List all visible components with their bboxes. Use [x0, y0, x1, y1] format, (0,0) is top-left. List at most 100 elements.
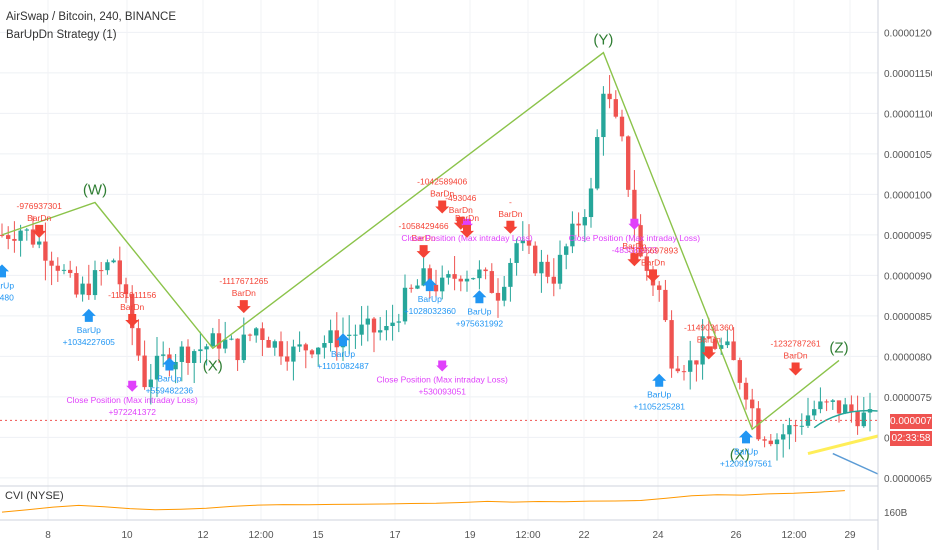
candle-body [781, 434, 786, 440]
candle-body [204, 346, 209, 350]
candle-body [489, 271, 494, 293]
signal-label: BarUp [734, 446, 758, 456]
candle-body [247, 334, 253, 336]
candle-body [508, 262, 513, 287]
projection-band [807, 434, 879, 456]
time-tick-label: 12 [197, 530, 209, 541]
wave-label: (Z) [829, 339, 848, 356]
wave-lines [0, 51, 879, 475]
signal-label: BarUp [77, 325, 101, 335]
time-tick-label: 22 [578, 530, 590, 541]
candle-body [6, 235, 11, 239]
signal-value: +972241372 [108, 407, 156, 417]
arrow-down-icon [236, 300, 251, 314]
signal-label: BarUp [467, 306, 491, 316]
candle-body [229, 338, 234, 340]
candle-body [117, 260, 122, 285]
candle-body [285, 356, 290, 362]
signal-label: BarDn [641, 257, 665, 267]
candle-body [216, 333, 222, 349]
candle-body [402, 287, 408, 322]
signal-label: BarDn [232, 288, 256, 298]
signal-label: BarUp [418, 294, 442, 304]
candle-body [737, 360, 742, 383]
candle-body [142, 355, 147, 388]
candle-body [557, 254, 563, 284]
cvi-scale-label: 160B [884, 508, 908, 519]
candle-body [154, 355, 160, 380]
candle-body [378, 330, 383, 333]
time-tick-label: 26 [730, 530, 742, 541]
candle-body [681, 371, 687, 373]
signal-value: -1058429466 [399, 221, 449, 231]
price-axis[interactable]: 0.00001200 0.00001150 0.00001100 0.00001050… [877, 0, 932, 550]
time-tick-label: 24 [652, 530, 664, 541]
arrow-down-icon [788, 362, 803, 376]
price-tick-label: 0.00000900 [884, 271, 932, 282]
arrow-up-icon [0, 264, 9, 278]
signal-value: +1101082487 [317, 361, 369, 371]
candle-body [712, 338, 718, 349]
signal-value: +1105225281 [633, 402, 685, 412]
candle-body [86, 283, 91, 296]
candle-body [68, 269, 73, 274]
candle-body [347, 334, 352, 336]
candle-body [61, 269, 67, 271]
candle-body [359, 324, 364, 335]
candle-body [657, 285, 662, 290]
candle-body [582, 217, 587, 226]
candle-body [179, 346, 184, 362]
price-axis-bg [878, 0, 932, 550]
signal-value: +1209197561 [720, 458, 773, 468]
candle-body [235, 338, 240, 361]
candle-body [49, 260, 54, 266]
candle-body [334, 330, 339, 348]
signal-label: BarUp [157, 374, 181, 384]
candle-body [396, 321, 401, 323]
strategy-signals: BarDn -976937301 BarUp 79480 BarUp +103422760… [0, 177, 821, 468]
candle-body [514, 243, 519, 263]
time-tick-label: 12:00 [781, 530, 806, 541]
candle-body [750, 399, 755, 409]
close-position-icon [126, 380, 139, 392]
signal-value: +530093051 [418, 387, 466, 397]
candle-body [173, 361, 178, 370]
candle-body [37, 241, 42, 245]
signal-label: BarDn [412, 233, 436, 243]
candle-body [626, 136, 631, 190]
candle-body [551, 276, 556, 284]
candle-body [440, 277, 445, 292]
candle-body [384, 326, 389, 331]
time-tick-label: 8 [45, 530, 51, 541]
cvi-pane: 160B [1, 490, 908, 519]
close-position-icon [436, 360, 449, 372]
chart-grid [0, 0, 878, 520]
price-tick-label: 0.00000800 [884, 352, 932, 363]
candle-body [768, 440, 773, 445]
signal-label: BarUp [331, 349, 355, 359]
time-axis[interactable]: 8 10 12 12:00 15 17 19 12:00 22 24 26 12:00 29 [0, 519, 878, 541]
signal-value: +1028032360 [404, 306, 457, 316]
candle-body [223, 339, 228, 349]
price-tick-label: 0.00001100 [884, 109, 932, 120]
candle-body [278, 341, 284, 357]
wave-label: (W) [83, 182, 107, 199]
candle-body [55, 265, 60, 271]
candle-body [564, 246, 569, 255]
wave-label: (X) [203, 357, 223, 374]
candle-body [316, 347, 321, 355]
signal-value: - [509, 197, 512, 207]
candles [0, 75, 873, 461]
signal-label: BarUp [647, 390, 671, 400]
cvi-line [1, 490, 845, 513]
arrow-up-icon [652, 373, 667, 387]
candle-body [74, 273, 79, 295]
arrow-up-icon [336, 333, 350, 347]
signal-value: +975631992 [456, 318, 504, 328]
candle-body [725, 341, 730, 346]
candle-body [192, 351, 197, 363]
candle-body [601, 93, 606, 138]
candle-body [260, 328, 265, 341]
wave-label: (X) [730, 446, 750, 463]
arrow-down-icon [503, 220, 518, 234]
